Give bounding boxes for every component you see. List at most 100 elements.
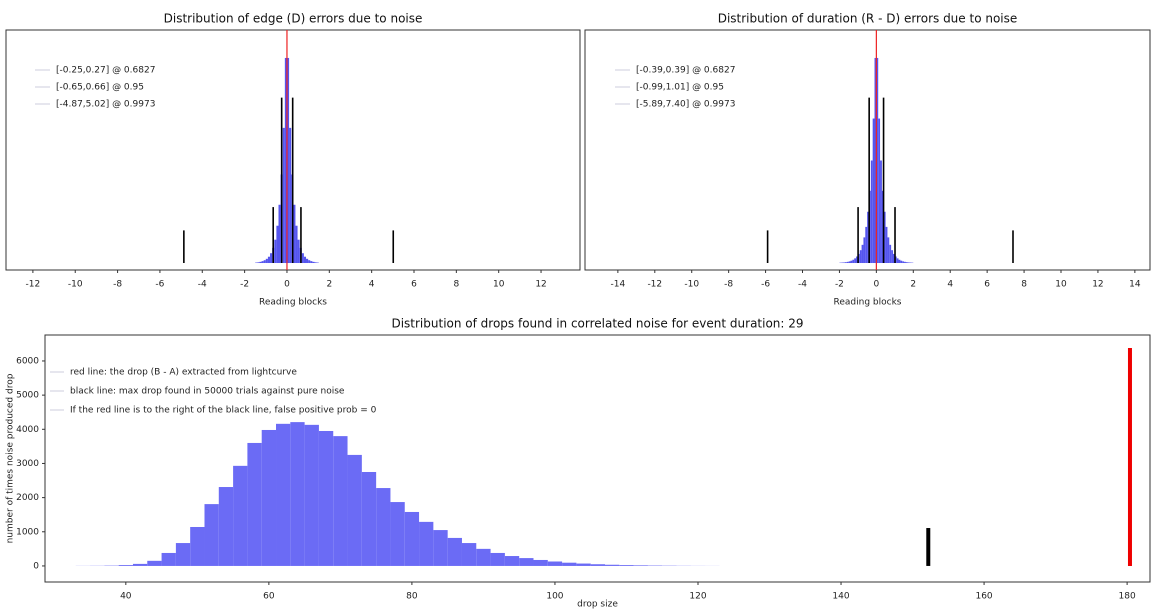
- histogram-bar: [376, 488, 391, 566]
- histogram-bar: [308, 260, 311, 264]
- histogram-bar: [533, 559, 548, 566]
- histogram-bar: [257, 262, 260, 264]
- x-tick-label: 140: [832, 592, 849, 602]
- histogram-bar: [301, 253, 304, 264]
- histogram-bar: [404, 511, 420, 566]
- histogram-bar: [276, 225, 279, 264]
- histogram-bar: [261, 261, 264, 264]
- histogram-bar: [870, 160, 873, 264]
- x-tick-label: -12: [26, 280, 41, 290]
- x-tick-label: 100: [546, 592, 563, 602]
- x-tick-label: 2: [326, 280, 332, 290]
- histogram-bar: [843, 262, 845, 264]
- histogram-bar: [132, 563, 148, 566]
- histogram-bar: [861, 244, 864, 264]
- x-axis-label: drop size: [577, 600, 618, 610]
- histogram-bar: [490, 552, 505, 566]
- histogram-bar: [118, 565, 133, 566]
- x-tick-label: -8: [724, 280, 733, 290]
- histogram-bar: [318, 430, 334, 566]
- histogram-bar: [883, 211, 886, 264]
- x-tick-label: 160: [975, 592, 992, 602]
- histogram-bar: [891, 250, 893, 264]
- chart-title: Distribution of duration (R - D) errors …: [718, 12, 1018, 26]
- histogram-bar: [289, 127, 292, 264]
- histogram-bar: [274, 239, 277, 264]
- histogram-bar: [902, 261, 905, 264]
- legend-label: [-0.99,1.01] @ 0.95: [636, 83, 724, 93]
- plot-frame: [44, 334, 1151, 583]
- x-tick-label: 4: [369, 280, 375, 290]
- histogram-bar: [265, 258, 268, 264]
- x-tick-label: 0: [284, 280, 290, 290]
- histogram-bar: [848, 261, 851, 264]
- plot-frame: [584, 29, 1151, 271]
- histogram-bar: [190, 526, 205, 566]
- histogram-bar: [282, 127, 285, 264]
- histogram-bar: [304, 424, 319, 566]
- x-tick-label: -10: [68, 280, 83, 290]
- histogram-bar: [905, 262, 908, 264]
- x-tick-label: -6: [155, 280, 164, 290]
- histogram-bar: [297, 239, 300, 264]
- histogram-bar: [361, 471, 377, 566]
- y-tick-label: 0: [33, 561, 39, 571]
- histogram-bar: [259, 261, 262, 264]
- histogram-bar: [854, 258, 857, 264]
- legend-label: [-0.39,0.39] @ 0.6827: [636, 66, 735, 76]
- histogram-bar: [880, 160, 882, 264]
- x-tick-label: -4: [798, 280, 807, 290]
- legend-label: [-0.65,0.66] @ 0.95: [56, 83, 144, 93]
- x-tick-label: -2: [240, 280, 249, 290]
- histogram-bar: [293, 204, 296, 264]
- histogram-bar: [290, 422, 305, 566]
- x-tick-label: -12: [647, 280, 662, 290]
- x-tick-label: 4: [947, 280, 953, 290]
- legend-label: red line: the drop (B - A) extracted fro…: [70, 368, 297, 378]
- histogram-bar: [867, 211, 869, 264]
- histogram-bar: [233, 465, 248, 566]
- chart-title: Distribution of drops found in correlate…: [391, 317, 803, 331]
- y-tick-label: 6000: [16, 356, 39, 366]
- x-tick-label: -10: [684, 280, 699, 290]
- histogram-bar: [270, 253, 273, 264]
- y-tick-label: 5000: [16, 391, 39, 401]
- x-tick-label: -4: [198, 280, 207, 290]
- histogram-bar: [263, 260, 266, 264]
- x-tick-label: 80: [406, 592, 418, 602]
- histogram-bar: [859, 250, 862, 264]
- x-tick-label: 0: [873, 280, 879, 290]
- x-tick-label: -6: [761, 280, 770, 290]
- histogram-bar: [844, 262, 847, 264]
- histogram-bar: [562, 562, 577, 566]
- histogram-bar: [863, 237, 866, 264]
- histogram-bar: [519, 558, 534, 566]
- plot-frame: [5, 29, 581, 271]
- histogram-bar: [276, 423, 291, 566]
- histogram-bar: [504, 556, 520, 566]
- histogram-bar: [898, 259, 901, 264]
- legend-label: [-5.89,7.40] @ 0.9973: [636, 100, 735, 110]
- histogram-bar: [447, 537, 462, 566]
- x-tick-label: -2: [835, 280, 844, 290]
- x-tick-label: 10: [1055, 280, 1067, 290]
- histogram-bar: [147, 560, 162, 566]
- y-tick-label: 4000: [16, 425, 39, 435]
- histogram-bar: [846, 261, 849, 264]
- histogram-bar: [175, 543, 191, 566]
- x-axis-label: Reading blocks: [834, 298, 902, 308]
- histogram-bar: [904, 261, 906, 264]
- histogram-bar: [284, 57, 287, 264]
- histogram-bar: [278, 204, 281, 264]
- histogram-bar: [347, 454, 362, 566]
- histogram-bar: [247, 442, 262, 566]
- x-tick-label: 40: [120, 592, 132, 602]
- x-tick-label: 8: [453, 280, 459, 290]
- histogram-bar: [461, 543, 477, 566]
- histogram-bar: [633, 565, 648, 566]
- histogram-bar: [419, 521, 434, 566]
- x-tick-label: 14: [1129, 280, 1141, 290]
- histogram-bar: [872, 118, 875, 264]
- y-axis-label: number of times noise produced drop: [6, 373, 16, 543]
